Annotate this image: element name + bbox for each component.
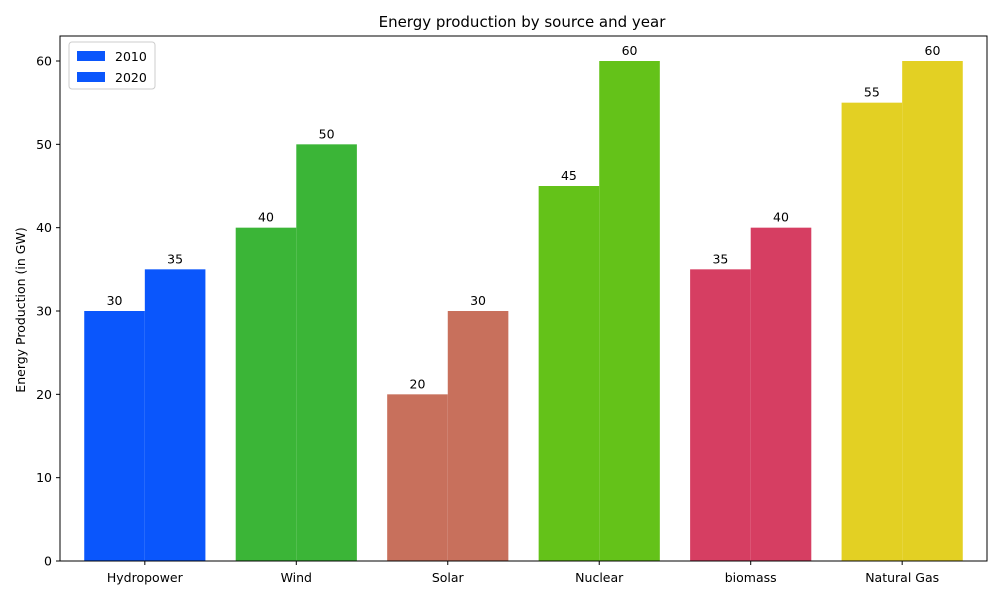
y-tick-label: 50 xyxy=(36,137,52,152)
data-label: 50 xyxy=(319,126,335,141)
data-label: 55 xyxy=(864,85,880,100)
bar-2010-wind xyxy=(235,227,297,561)
bar-2020-wind xyxy=(296,144,357,562)
bar-2020-solar xyxy=(447,311,509,561)
legend-label: 2020 xyxy=(115,70,147,85)
bar-2010-hydropower xyxy=(84,311,145,561)
chart-title: Energy production by source and year xyxy=(379,13,667,31)
data-label: 30 xyxy=(107,293,123,308)
bar-2020-natural-gas xyxy=(902,61,963,561)
y-tick-label: 60 xyxy=(36,54,52,69)
data-label: 40 xyxy=(773,210,789,225)
x-tick-label: biomass xyxy=(725,570,777,585)
data-label: 35 xyxy=(712,251,728,266)
bar-2010-biomass xyxy=(690,269,751,561)
legend-swatch xyxy=(77,51,105,61)
bar-2020-biomass xyxy=(750,227,812,561)
legend: 2010 2020 xyxy=(68,41,156,90)
bar-2020-hydropower xyxy=(144,269,206,561)
legend-swatch xyxy=(77,72,105,82)
x-tick-label: Nuclear xyxy=(575,570,624,585)
legend-label: 2010 xyxy=(115,49,147,64)
x-tick-label: Natural Gas xyxy=(865,570,939,585)
x-tick-label: Wind xyxy=(281,570,312,585)
data-label: 30 xyxy=(470,293,486,308)
y-tick-label: 20 xyxy=(36,387,52,402)
data-label: 60 xyxy=(622,43,638,58)
bar-2020-nuclear xyxy=(599,61,660,561)
bar-2010-nuclear xyxy=(538,186,600,561)
y-axis-title: Energy Production (in GW) xyxy=(13,227,28,392)
axes-frame xyxy=(59,35,988,562)
data-label: 60 xyxy=(925,43,941,58)
x-tick-label: Hydropower xyxy=(107,570,184,585)
data-label: 40 xyxy=(258,210,274,225)
plot-area: 30 40 20 45 35 55 35 50 30 60 40 60 0 10 20 30 40 50 60 Hyd… xyxy=(36,35,988,585)
data-label: 35 xyxy=(167,251,183,266)
bar-2010-natural-gas xyxy=(841,102,903,562)
y-tick-label: 30 xyxy=(36,304,52,319)
bar-2010-solar xyxy=(387,394,448,561)
y-tick-label: 0 xyxy=(44,554,52,569)
y-tick-label: 40 xyxy=(36,220,52,235)
data-label: 45 xyxy=(561,168,577,183)
x-tick-label: Solar xyxy=(432,570,465,585)
data-label: 20 xyxy=(410,376,426,391)
y-tick-label: 10 xyxy=(36,470,52,485)
